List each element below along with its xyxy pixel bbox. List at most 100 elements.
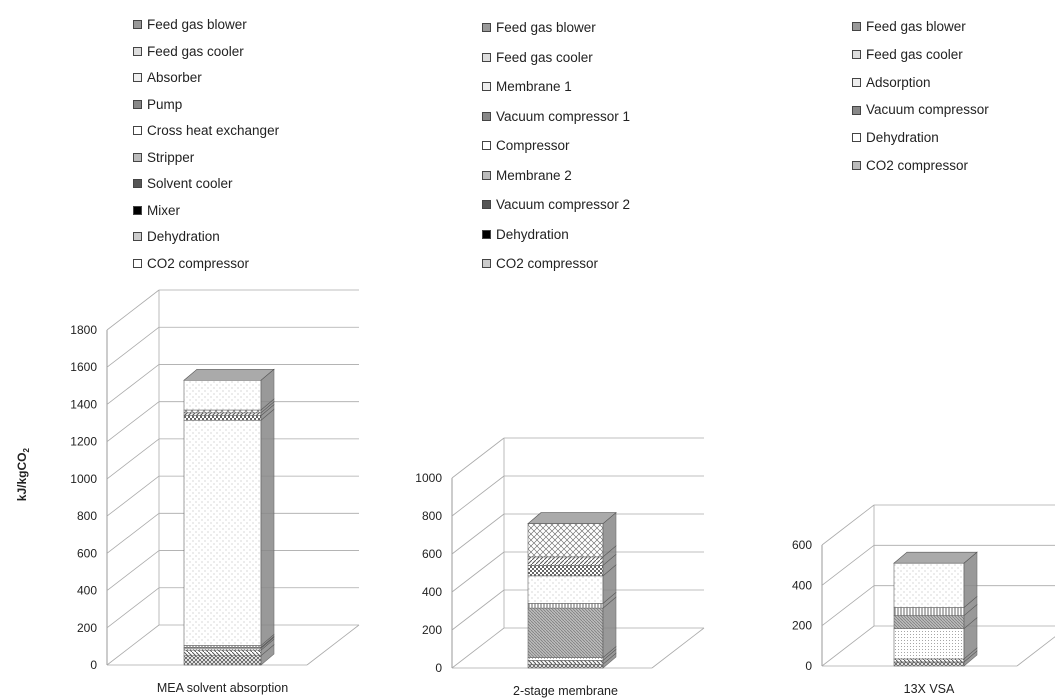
floor-side xyxy=(651,627,705,669)
bar-segment xyxy=(183,638,275,657)
legend-swatch xyxy=(133,232,142,242)
gridline-slant xyxy=(106,550,160,591)
gridline-slant xyxy=(106,401,160,442)
legend-label: Compressor xyxy=(496,138,570,153)
legend-swatch xyxy=(482,23,491,33)
legend-swatch xyxy=(482,141,491,151)
gridline-slant xyxy=(451,475,505,517)
legend-item: Feed gas blower xyxy=(482,21,596,35)
gridline-slant xyxy=(451,437,505,479)
legend-item: Vacuum compressor 1 xyxy=(482,108,631,124)
legend-item: CO2 compressor xyxy=(133,255,250,271)
legend-swatch xyxy=(482,111,491,121)
legend-label: Dehydration xyxy=(147,229,220,244)
gridline-slant xyxy=(106,513,160,554)
y-tick-label: 200 xyxy=(792,619,812,633)
legend-label: Feed gas blower xyxy=(866,19,966,34)
legend-swatch xyxy=(482,52,491,62)
legend-swatch xyxy=(133,258,142,268)
legend-item: Stripper xyxy=(133,150,194,165)
legend-label: CO2 compressor xyxy=(496,256,599,271)
y-tick-label: 0 xyxy=(805,659,812,673)
legend-label: Vacuum compressor 1 xyxy=(496,108,631,124)
bar-segment xyxy=(527,511,617,558)
legend-swatch xyxy=(133,73,142,83)
legend-label: Vacuum compressor 2 xyxy=(496,197,631,212)
legend-label: Pump xyxy=(147,96,183,112)
y-tick-label: 1000 xyxy=(70,472,97,486)
floor-side xyxy=(1016,636,1055,667)
gridline-slant xyxy=(821,585,875,626)
legend-label: CO2 compressor xyxy=(147,255,250,271)
gridline-slant xyxy=(106,438,160,480)
legend-label: Dehydration xyxy=(866,130,939,146)
legend-item: Membrane 1 xyxy=(482,80,572,94)
chart-3: 0 200 400 600 13X VSA xyxy=(792,504,1055,696)
y-axis-label: kJ/kgCO2 xyxy=(14,448,32,502)
y-tick-label: 0 xyxy=(90,658,97,672)
gridline-slant xyxy=(451,627,505,669)
gridline-slant xyxy=(451,589,505,631)
gridline-slant xyxy=(106,475,160,517)
legend-item: Vacuum compressor 2 xyxy=(482,198,630,212)
floor-side xyxy=(306,624,360,666)
legend-swatch xyxy=(133,152,142,162)
y-tick-label: 600 xyxy=(77,546,97,560)
y-tick-label: 400 xyxy=(792,578,812,592)
legend-swatch xyxy=(852,50,861,60)
legend-item: Feed gas cooler xyxy=(133,43,244,59)
gridline-slant xyxy=(106,364,160,405)
legend-item: Absorber xyxy=(133,71,202,85)
category-label: 13X VSA xyxy=(904,682,955,696)
bar-segment xyxy=(183,633,275,648)
legend-item: CO2 compressor xyxy=(852,159,968,173)
legend-label: Feed gas cooler xyxy=(496,49,593,65)
gridline-slant xyxy=(106,587,160,629)
gridline-slant xyxy=(106,289,160,331)
bar-segment xyxy=(893,551,978,609)
y-tick-label: 800 xyxy=(77,509,97,523)
legend-item: Pump xyxy=(133,96,183,112)
gridline-slant xyxy=(821,545,875,586)
y-tick-label: 1000 xyxy=(415,471,442,485)
bar-segment xyxy=(527,564,617,605)
legend-swatch xyxy=(852,22,861,32)
legend-swatch xyxy=(133,99,142,109)
legend-label: Vacuum compressor xyxy=(866,102,989,118)
legend-label: Feed gas cooler xyxy=(147,43,244,59)
chart-2: 0 200 400 600 800 1000 2-stage membrane xyxy=(415,437,705,698)
legend-item: Feed gas cooler xyxy=(852,48,963,62)
bar-segment xyxy=(527,596,617,659)
bar-segment xyxy=(183,644,275,666)
legend-swatch xyxy=(852,77,861,87)
legend-label: Feed gas cooler xyxy=(866,46,963,62)
bar-segment xyxy=(893,603,978,630)
legend-label: Solvent cooler xyxy=(147,176,233,191)
legend-item: Compressor xyxy=(482,139,570,153)
gridline-slant xyxy=(821,625,875,667)
bar-segment xyxy=(893,617,978,660)
legend-item: Dehydration xyxy=(852,131,939,145)
legend-label: Feed gas blower xyxy=(496,20,596,35)
gridline-slant xyxy=(106,326,160,368)
legend-swatch xyxy=(852,133,861,143)
bar-segment xyxy=(183,368,275,411)
y-tick-label: 1800 xyxy=(70,323,97,337)
legend-item: Dehydration xyxy=(133,230,220,244)
y-tick-label: 1400 xyxy=(70,397,97,411)
legend-swatch xyxy=(852,161,861,171)
y-tick-label: 600 xyxy=(792,538,812,552)
chart-1: 0 200 400 600 800 1000 1200 1400 1600 1800 MEA sol… xyxy=(70,289,360,695)
legend-swatch xyxy=(133,179,142,189)
gridline-slant xyxy=(821,504,875,546)
legend-label: CO2 compressor xyxy=(866,158,969,173)
legend-item: Mixer xyxy=(133,202,180,218)
legend-label: Absorber xyxy=(147,70,202,85)
legend-swatch xyxy=(133,126,142,136)
y-tick-label: 1200 xyxy=(70,435,97,449)
legend-label: Mixer xyxy=(147,202,180,218)
gridline-slant xyxy=(106,624,160,666)
legend-swatch xyxy=(133,46,142,56)
legend-swatch xyxy=(852,105,861,115)
y-tick-label: 400 xyxy=(77,584,97,598)
